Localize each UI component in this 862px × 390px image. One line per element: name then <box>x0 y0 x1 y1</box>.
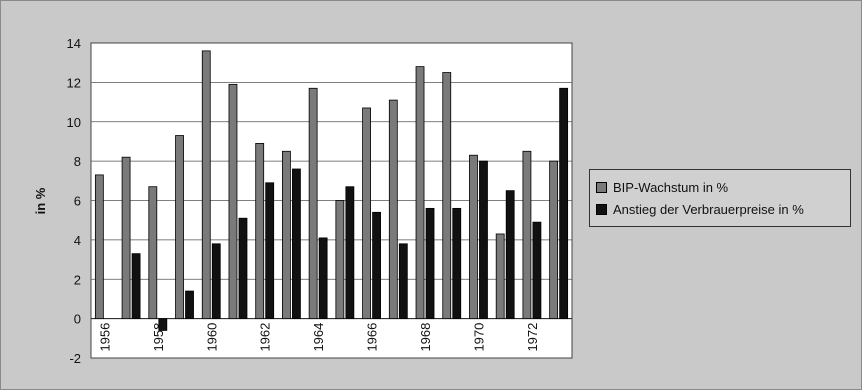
bars <box>94 50 569 331</box>
x-tick-label: 1964 <box>311 323 326 352</box>
bar-prices-1972 <box>532 221 542 320</box>
y-tick-label: 14 <box>67 36 81 51</box>
bar-prices-1968 <box>425 207 435 320</box>
bar-gdp-1967 <box>388 99 398 320</box>
legend: BIP-Wachstum in % Anstieg der Verbrauerp… <box>589 169 851 227</box>
y-tick-label: 6 <box>74 194 81 209</box>
x-tick-label: 1970 <box>471 323 486 352</box>
y-tick-label: 4 <box>74 233 81 248</box>
y-tick-label: 8 <box>74 154 81 169</box>
bar-prices-1961 <box>238 217 248 320</box>
bar-prices-1973 <box>559 87 569 320</box>
y-tick-label: 2 <box>74 272 81 287</box>
x-tick-label: 1966 <box>365 323 380 352</box>
bar-prices-1967 <box>398 243 408 320</box>
y-tick-label: 0 <box>74 312 81 327</box>
legend-swatch-prices <box>596 203 607 215</box>
y-tick-label: 10 <box>67 115 81 130</box>
bar-gdp-1970 <box>469 154 478 320</box>
x-tick-label: 1958 <box>151 323 166 352</box>
bar-gdp-1960 <box>201 50 211 320</box>
bar-gdp-1958 <box>148 186 158 320</box>
gridlines <box>91 81 572 320</box>
bar-prices-1964 <box>318 237 328 320</box>
bar-prices-1959 <box>185 290 194 320</box>
bar-prices-1966 <box>372 211 381 320</box>
bar-prices-1958 <box>158 318 168 331</box>
bar-gdp-1956 <box>94 174 104 320</box>
x-tick-label: 1960 <box>204 323 219 352</box>
bar-gdp-1961 <box>228 83 238 320</box>
bar-prices-1969 <box>452 207 462 320</box>
bar-gdp-1968 <box>415 66 425 320</box>
bar-gdp-1972 <box>522 150 532 320</box>
bar-gdp-1971 <box>495 233 505 320</box>
bar-gdp-1957 <box>121 156 131 320</box>
bar-prices-1960 <box>211 243 221 320</box>
bar-prices-1970 <box>479 160 488 320</box>
bar-gdp-1963 <box>282 150 291 320</box>
y-axis-title: in % <box>33 187 48 214</box>
x-tick-labels: 1956 1958 1960 1962 1964 1966 1968 1970 1972 <box>97 323 540 352</box>
y-tick-label: -2 <box>69 351 81 366</box>
bar-prices-1962 <box>265 182 275 320</box>
legend-label-gdp: BIP-Wachstum in % <box>613 179 729 195</box>
bar-gdp-1962 <box>255 143 265 320</box>
bar-prices-1957 <box>131 253 141 320</box>
bar-gdp-1965 <box>335 200 345 320</box>
legend-item-prices: Anstieg der Verbrauerpreise in % <box>596 198 844 220</box>
bar-prices-1971 <box>505 190 515 320</box>
y-tick-label: 12 <box>67 75 81 90</box>
x-tick-label: 1962 <box>258 323 273 352</box>
legend-item-gdp: BIP-Wachstum in % <box>596 176 844 198</box>
bar-gdp-1959 <box>175 135 184 320</box>
bar-gdp-1969 <box>442 72 452 320</box>
bar-prices-1963 <box>292 168 301 320</box>
legend-label-prices: Anstieg der Verbrauerpreise in % <box>613 201 804 217</box>
x-tick-label: 1956 <box>97 323 112 352</box>
bar-gdp-1964 <box>308 87 318 320</box>
bar-prices-1965 <box>345 186 355 320</box>
x-tick-label: 1972 <box>525 323 540 352</box>
bar-gdp-1973 <box>549 160 559 320</box>
x-tick-label: 1968 <box>418 323 433 352</box>
bar-gdp-1966 <box>362 107 371 320</box>
legend-swatch-gdp <box>596 181 607 193</box>
y-tick-labels: -2 0 2 4 6 8 10 12 14 <box>67 36 81 366</box>
